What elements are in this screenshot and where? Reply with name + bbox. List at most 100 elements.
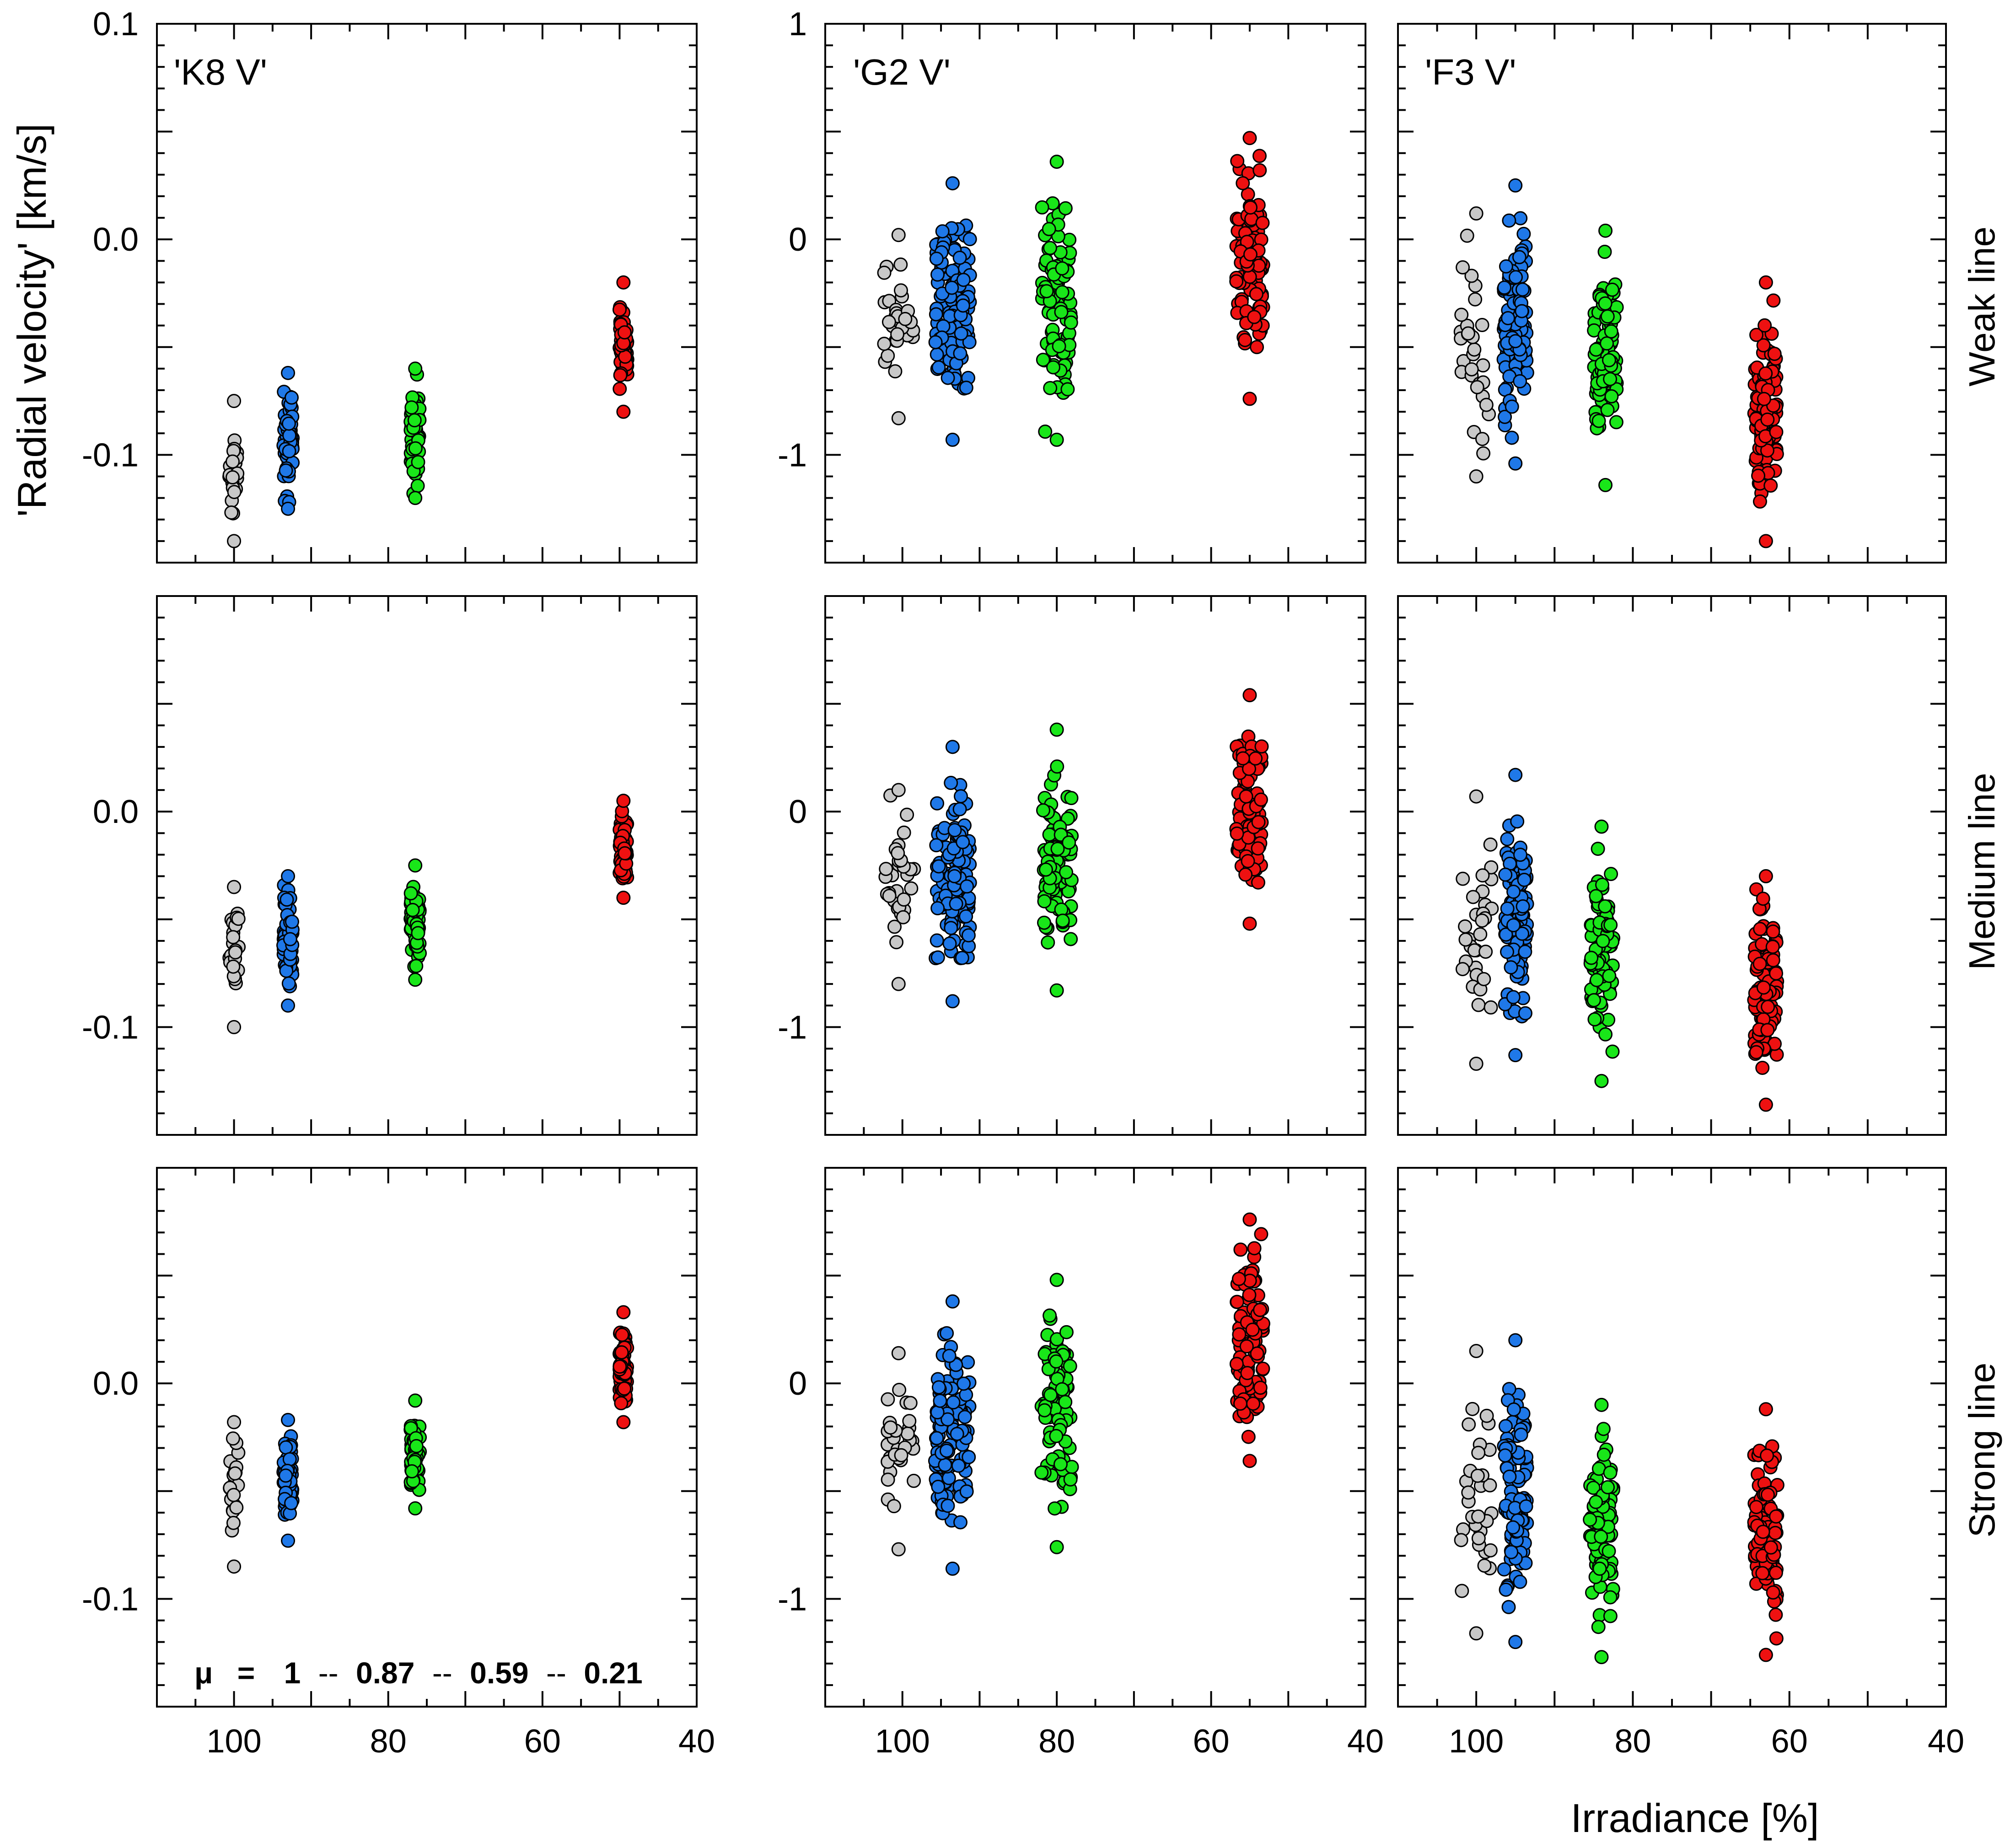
- data-point: [930, 796, 945, 811]
- data-point: [1233, 1397, 1247, 1411]
- data-point: [1760, 412, 1775, 427]
- data-point: [1064, 315, 1078, 330]
- data-point: [1243, 200, 1258, 215]
- data-point: [1600, 403, 1615, 417]
- data-point: [1504, 960, 1518, 975]
- data-point: [961, 1355, 975, 1370]
- data-point: [1243, 247, 1258, 262]
- data-point: [1767, 346, 1782, 361]
- data-point: [902, 1414, 917, 1429]
- data-point: [228, 1466, 242, 1481]
- data-point: [1043, 381, 1058, 395]
- data-point: [930, 1405, 945, 1420]
- data-point: [1508, 1333, 1523, 1348]
- data-point: [947, 869, 962, 884]
- data-point: [1769, 1509, 1784, 1524]
- data-point: [1236, 751, 1250, 766]
- series-mu_1: [222, 394, 245, 548]
- data-point: [1756, 1525, 1770, 1539]
- data-point: [1049, 155, 1064, 169]
- data-point: [279, 463, 293, 478]
- data-point: [1239, 1339, 1254, 1354]
- data-point: [1469, 206, 1484, 221]
- data-point: [282, 444, 296, 458]
- data-point: [942, 1348, 957, 1363]
- data-point: [1598, 296, 1613, 311]
- data-point: [961, 928, 976, 943]
- data-point: [1254, 739, 1269, 754]
- data-point: [1768, 1565, 1783, 1580]
- data-point: [887, 919, 902, 934]
- data-point: [1587, 1012, 1602, 1027]
- data-point: [949, 897, 963, 911]
- data-point: [1230, 154, 1245, 168]
- mu-sep-3: --: [546, 1656, 566, 1690]
- data-point: [896, 910, 910, 924]
- panel-r0-c1: 1 0 -1: [778, 6, 1366, 564]
- data-point: [1753, 922, 1768, 936]
- data-point: [1763, 478, 1778, 493]
- data-point: [1595, 877, 1609, 892]
- data-point: [1054, 305, 1069, 319]
- series-mu_1: [1453, 206, 1496, 484]
- data-point: [1471, 1509, 1486, 1524]
- data-point: [1469, 789, 1484, 804]
- data-point: [1477, 1558, 1492, 1573]
- data-point: [1506, 1520, 1521, 1535]
- x-axis-label: Irradiance [%]: [1571, 1795, 1819, 1841]
- data-point: [881, 349, 895, 363]
- column-title-k8v: 'K8 V': [174, 52, 267, 92]
- data-point: [1589, 973, 1604, 988]
- data-point: [1518, 945, 1532, 959]
- data-point: [613, 381, 627, 396]
- data-point: [1508, 768, 1523, 782]
- data-point: [1240, 1366, 1255, 1381]
- x-tick-label: 100: [207, 1723, 262, 1760]
- data-point: [404, 400, 419, 415]
- x-tick-label: 40: [678, 1723, 715, 1760]
- series-mu_0.59: [1583, 1397, 1620, 1665]
- data-point: [1034, 1465, 1049, 1480]
- data-point: [1250, 1346, 1264, 1361]
- data-point: [1506, 885, 1521, 899]
- data-point: [1513, 211, 1528, 226]
- data-point: [879, 862, 893, 876]
- data-point: [1498, 867, 1513, 882]
- data-point: [1505, 430, 1519, 445]
- data-point: [1603, 372, 1618, 387]
- mu-value-3: 0.59: [470, 1656, 528, 1690]
- series-mu_1: [877, 228, 920, 425]
- data-point: [1589, 1495, 1603, 1510]
- data-point: [1483, 1478, 1497, 1493]
- data-point: [1758, 366, 1773, 381]
- data-point: [890, 327, 905, 342]
- data-point: [945, 280, 959, 295]
- data-point: [1461, 326, 1475, 341]
- data-point: [1055, 285, 1070, 300]
- data-point: [883, 1420, 898, 1435]
- series-mu_0.87: [276, 365, 300, 516]
- data-point: [1517, 873, 1532, 887]
- mu-value-4: 0.21: [584, 1656, 642, 1690]
- data-point: [281, 869, 296, 884]
- x-tick-label: 60: [1193, 1723, 1230, 1760]
- data-point: [1460, 228, 1474, 243]
- data-point: [1589, 342, 1603, 357]
- data-point: [282, 1452, 297, 1467]
- data-point: [1749, 328, 1763, 342]
- data-point: [1586, 993, 1601, 1008]
- series-mu_1: [878, 783, 921, 991]
- data-point: [1760, 1448, 1774, 1463]
- data-point: [1046, 360, 1060, 375]
- data-point: [226, 1488, 241, 1502]
- x-tick-label: 80: [1038, 1723, 1075, 1760]
- data-point: [1063, 1472, 1078, 1487]
- data-point: [1498, 1419, 1513, 1434]
- data-point: [1242, 916, 1257, 931]
- data-point: [881, 1392, 895, 1407]
- data-point: [1594, 1529, 1608, 1544]
- x-tick-label: 100: [1449, 1723, 1504, 1760]
- x-tick-label: 80: [1614, 1723, 1651, 1760]
- data-point: [1756, 980, 1771, 995]
- series-mu_0.59: [1034, 1273, 1079, 1554]
